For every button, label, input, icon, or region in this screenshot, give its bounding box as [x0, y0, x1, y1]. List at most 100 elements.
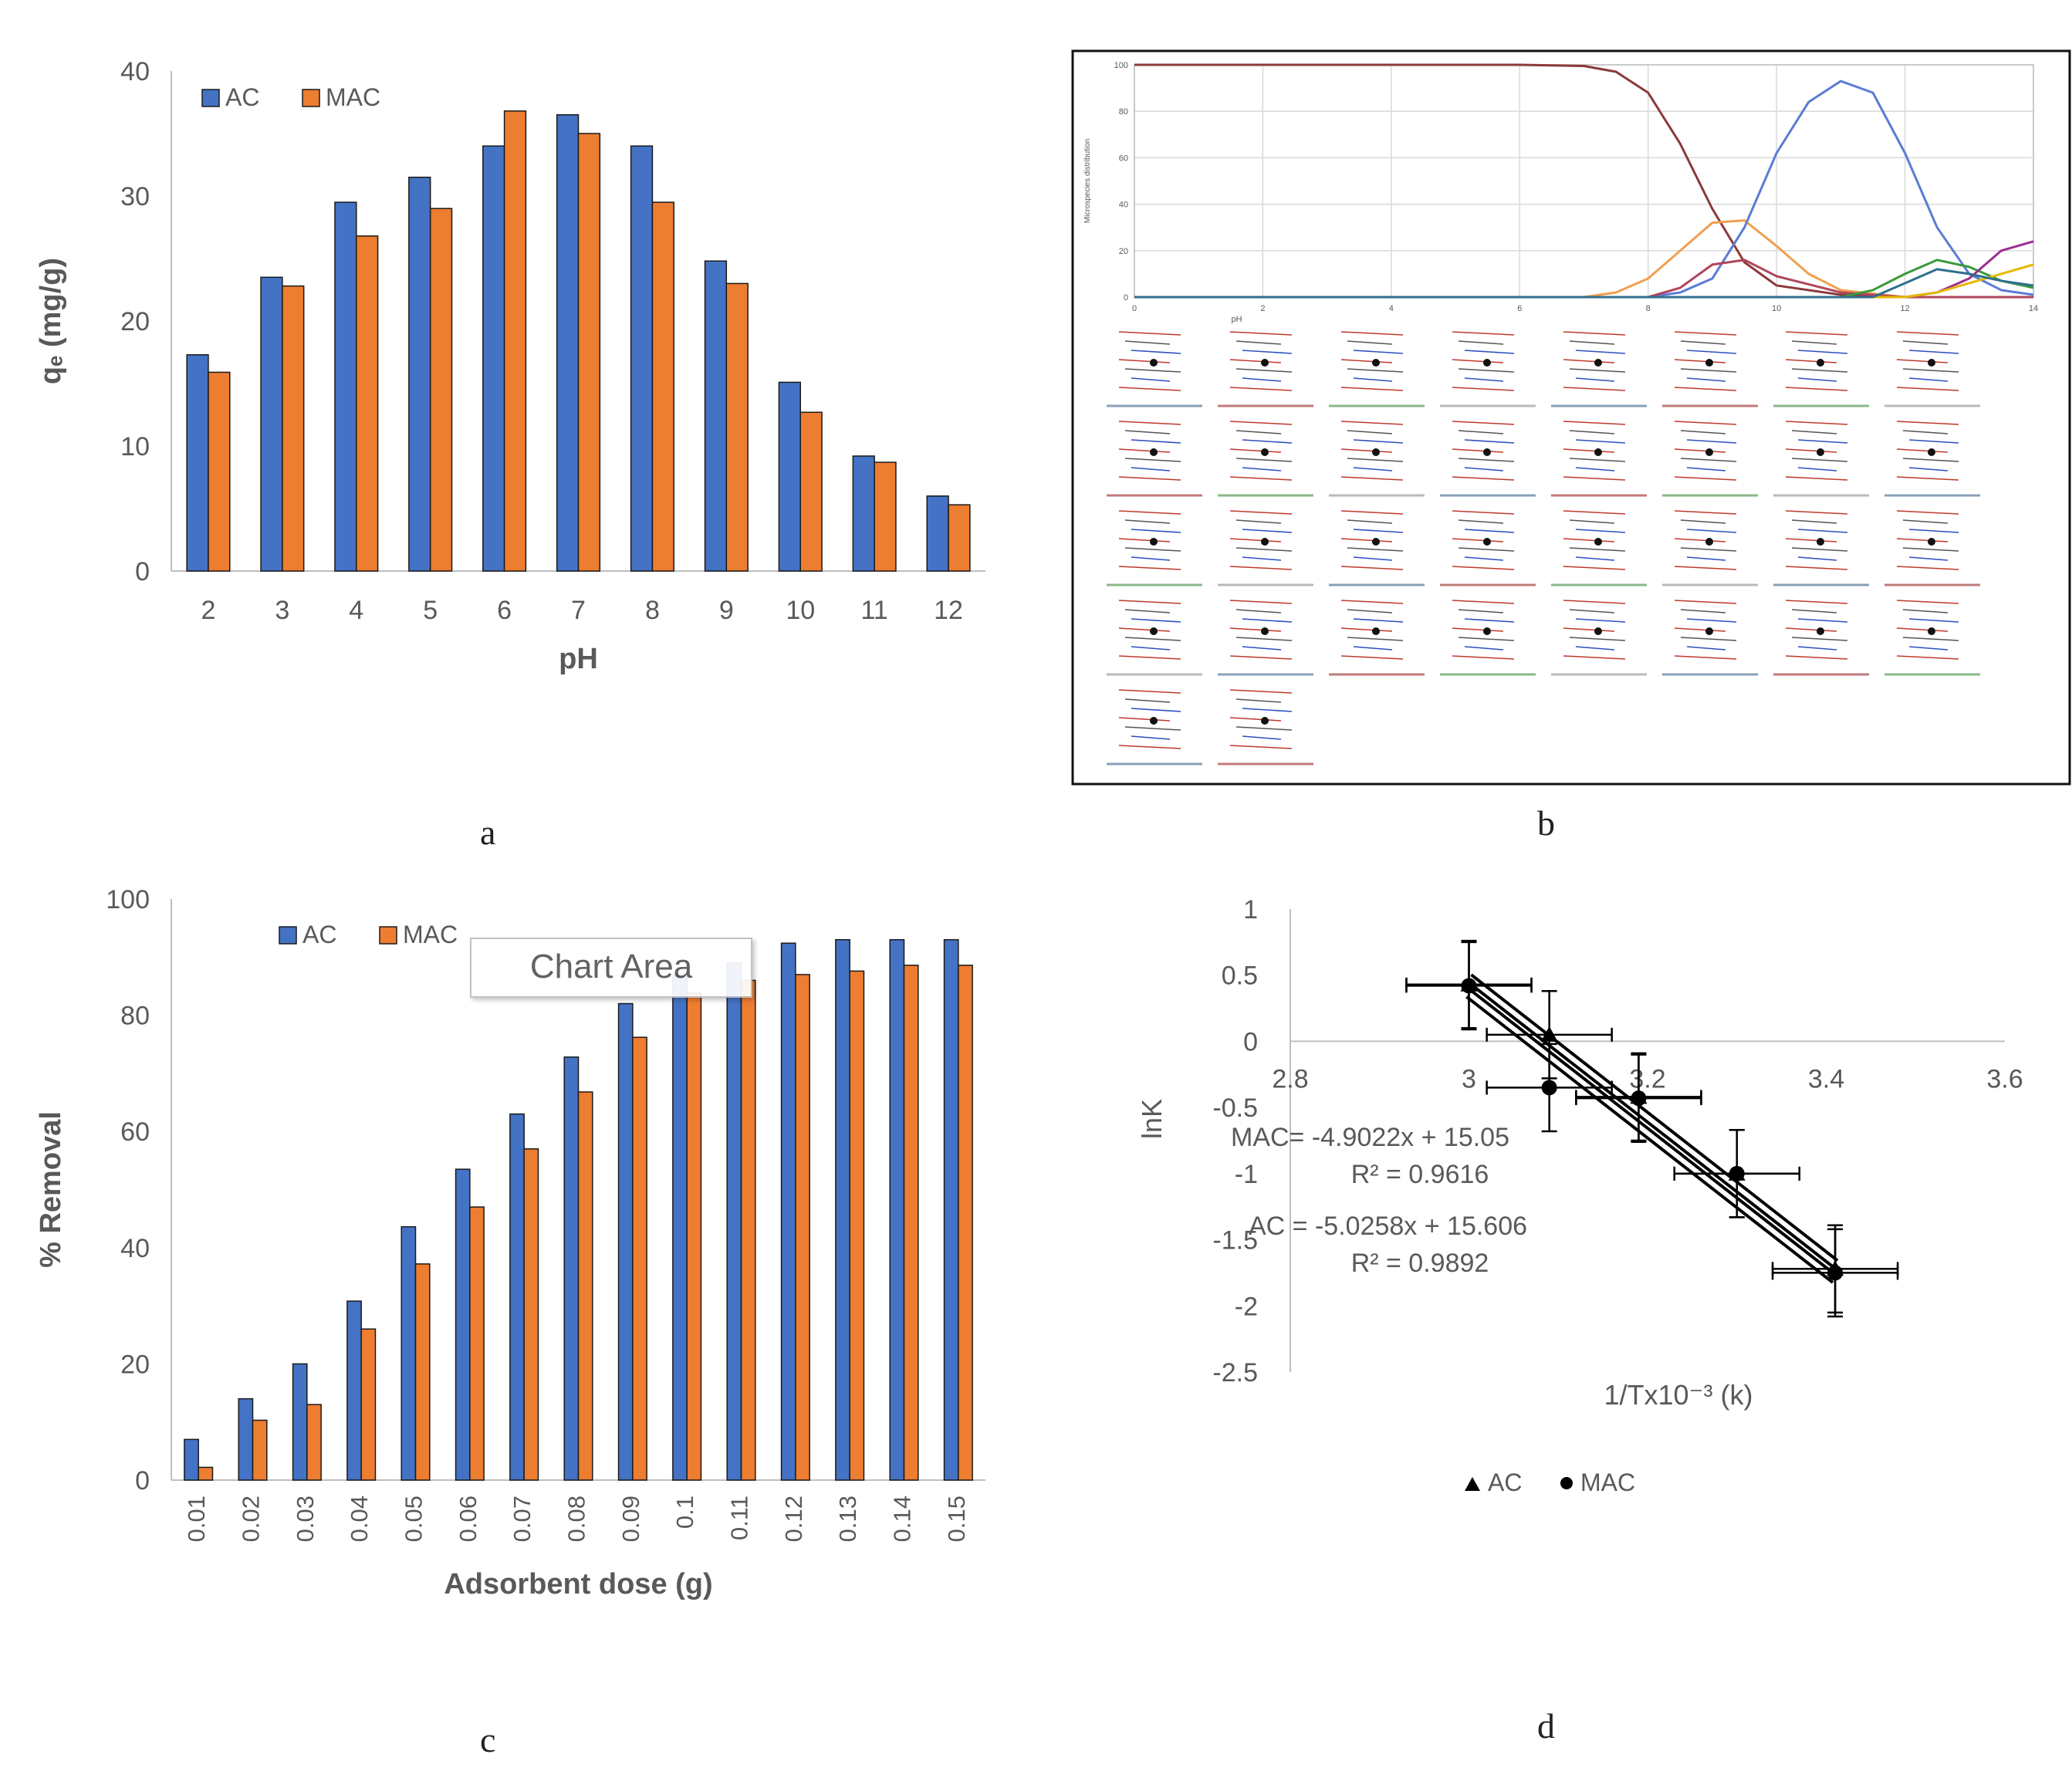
bond-line [1686, 350, 1737, 354]
bar-mac-0.07 [523, 1148, 539, 1481]
y-tick-label: 0 [1124, 293, 1128, 303]
bond-line [1229, 538, 1282, 542]
bond-line [1686, 646, 1726, 651]
bond-line [1674, 421, 1737, 425]
y-tick-label: 80 [120, 1002, 150, 1031]
legend-label-ac: AC [303, 921, 336, 948]
microspecies-structure [1107, 689, 1202, 766]
bond-line [1131, 529, 1181, 533]
bond-line [1563, 510, 1626, 515]
bar-mac-0.1 [686, 992, 702, 1481]
bond-line [1229, 600, 1293, 604]
panel-label-c: c [480, 1720, 496, 1759]
legend-marker-ac [1465, 1477, 1480, 1491]
bond-line [1791, 340, 1837, 345]
atom-dot [1150, 448, 1158, 456]
bond-line [1791, 609, 1837, 613]
bond-line [1353, 439, 1404, 444]
bond-line [1353, 646, 1393, 651]
atom-dot [1483, 448, 1491, 456]
microspecies-structure [1773, 331, 1869, 407]
legend-swatch-ac [279, 926, 297, 945]
bond-line [1242, 618, 1293, 623]
bar-ac-0.1 [672, 974, 688, 1481]
bond-line [1908, 350, 1959, 354]
bond-line [1235, 637, 1293, 641]
bond-line [1242, 735, 1282, 740]
x-tick-label: 0.13 [834, 1496, 861, 1542]
legend-swatch-mac [302, 89, 320, 107]
bond-line [1797, 618, 1848, 623]
y-tick-label: 100 [1114, 61, 1128, 70]
bond-line [1908, 529, 1959, 533]
bar-mac-0.04 [360, 1328, 377, 1481]
bond-line [1235, 519, 1282, 524]
legend-swatch-ac [201, 89, 220, 107]
bond-line [1908, 646, 1949, 651]
bar-ac-0.03 [292, 1363, 308, 1481]
microspecies-structure [1218, 600, 1313, 676]
bond-line [1340, 421, 1404, 425]
atom-dot [1372, 538, 1380, 546]
legend-marker-mac [1560, 1477, 1573, 1489]
y-tick-label: 60 [1119, 154, 1128, 163]
bar-ac-0.08 [563, 1056, 580, 1481]
x-tick-label: 0.04 [346, 1496, 373, 1542]
x-tick-label: 0.14 [889, 1496, 916, 1542]
bond-line [1563, 421, 1626, 425]
bond-line [1575, 350, 1626, 354]
point-mac [1461, 978, 1477, 994]
bond-line [1353, 556, 1393, 561]
bond-line [1347, 519, 1393, 524]
y-tick-label: 30 [120, 182, 150, 211]
bond-line [1124, 609, 1171, 613]
bond-line [1131, 556, 1171, 561]
bond-line [1452, 627, 1504, 632]
bond-line [1569, 519, 1615, 524]
bar-mac-0.13 [849, 970, 865, 1481]
microspecies-structure [1440, 510, 1536, 586]
microspecies-structure [1884, 421, 1980, 497]
bar-ac-6 [482, 145, 505, 572]
bond-line [1896, 566, 1959, 570]
legend-label-mac: MAC [326, 83, 380, 111]
bond-line [1791, 430, 1837, 434]
bond-line [1569, 458, 1626, 462]
atom-dot [1817, 359, 1824, 367]
bond-line [1797, 467, 1837, 472]
bond-line [1896, 627, 1949, 632]
fit-equation: MAC= -4.9022x + 15.05 [1231, 1123, 1509, 1152]
microspecies-structure [1551, 421, 1647, 497]
bar-ac-0.04 [346, 1300, 362, 1481]
bond-line [1118, 510, 1181, 515]
x-tick-label: 3.2 [1629, 1064, 1665, 1093]
bond-line [1575, 646, 1615, 651]
bond-line [1124, 368, 1181, 373]
bond-line [1340, 538, 1393, 542]
legend-label-ac: AC [1488, 1469, 1522, 1496]
bond-line [1797, 646, 1837, 651]
bond-line [1452, 510, 1515, 515]
bond-line [1785, 359, 1837, 363]
bond-line [1785, 655, 1848, 660]
bond-line [1686, 618, 1737, 623]
legend-swatch-mac [379, 926, 397, 945]
bar-mac-0.15 [958, 965, 973, 1481]
microspecies-structure [1662, 421, 1758, 497]
bond-line [1118, 689, 1181, 694]
bond-line [1896, 510, 1959, 515]
microspecies-structure [1329, 331, 1425, 407]
y-tick-label: 100 [106, 885, 150, 914]
y-tick-label: 0 [135, 1466, 150, 1496]
x-tick-label: 10 [786, 596, 815, 625]
bond-line [1464, 646, 1504, 651]
atom-dot [1483, 359, 1491, 367]
bond-line [1908, 618, 1959, 623]
bond-line [1569, 609, 1615, 613]
microspecies-structure [1662, 510, 1758, 586]
bond-line [1563, 359, 1615, 363]
bond-line [1242, 377, 1282, 382]
bond-line [1797, 350, 1848, 354]
x-tick-label: 4 [1389, 304, 1394, 313]
